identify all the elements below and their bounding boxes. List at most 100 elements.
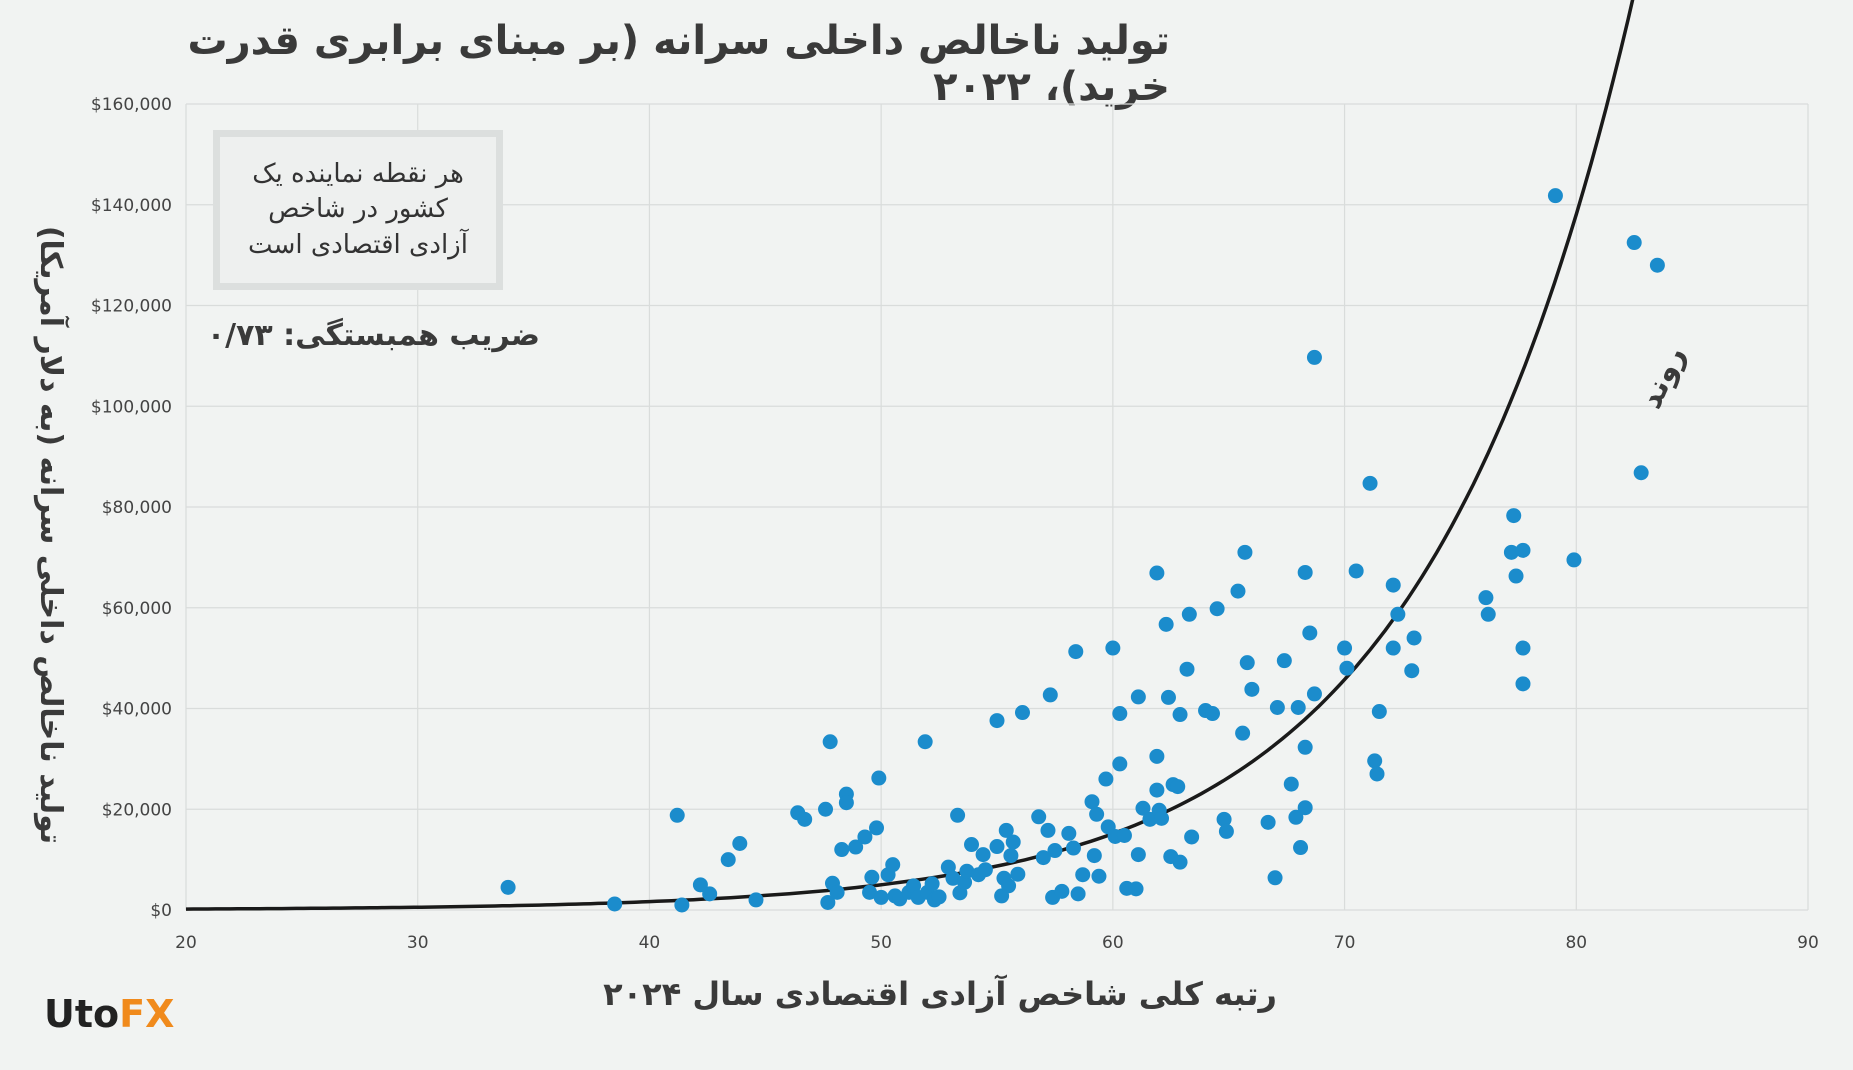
data-point xyxy=(924,876,940,892)
data-point xyxy=(1160,689,1176,705)
data-point xyxy=(1047,843,1063,859)
data-point xyxy=(1075,867,1091,883)
y-tick-label: $160,000 xyxy=(91,95,172,115)
data-point xyxy=(1297,739,1313,755)
data-point xyxy=(917,734,933,750)
data-point xyxy=(702,886,718,902)
data-point xyxy=(1390,606,1406,622)
data-point xyxy=(1515,676,1531,692)
data-point xyxy=(1068,644,1084,660)
data-point xyxy=(885,857,901,873)
y-tick-label: $100,000 xyxy=(91,397,172,417)
data-point xyxy=(977,862,993,878)
data-point xyxy=(1130,847,1146,863)
data-point xyxy=(1480,606,1496,622)
y-tick-label: $20,000 xyxy=(102,800,172,820)
data-point xyxy=(1239,655,1255,671)
correlation-label: ضریب همبستگی: ۰/۷۳ xyxy=(206,318,540,353)
y-tick-label: $0 xyxy=(150,901,172,921)
data-point xyxy=(906,878,922,894)
data-point xyxy=(1035,850,1051,866)
data-point xyxy=(1216,811,1232,827)
data-point xyxy=(1547,188,1563,204)
data-point xyxy=(1086,848,1102,864)
data-point xyxy=(945,870,961,886)
data-point xyxy=(1112,756,1128,772)
data-point xyxy=(820,894,836,910)
data-point xyxy=(1503,544,1519,560)
data-point xyxy=(1142,811,1158,827)
data-point xyxy=(1237,544,1253,560)
data-point xyxy=(1179,661,1195,677)
data-point xyxy=(500,879,516,895)
data-point xyxy=(1230,583,1246,599)
data-point xyxy=(1515,542,1531,558)
data-point xyxy=(1506,508,1522,524)
data-point xyxy=(838,795,854,811)
y-axis-label: تولید ناخالص داخلی سرانه (به دلار آمریکا… xyxy=(33,225,68,845)
data-point xyxy=(1003,848,1019,864)
data-point xyxy=(1061,825,1077,841)
data-point xyxy=(1170,779,1186,795)
data-point xyxy=(720,852,736,868)
data-point xyxy=(822,734,838,750)
data-point xyxy=(818,801,834,817)
data-point xyxy=(1348,563,1364,579)
data-point xyxy=(950,807,966,823)
x-axis-ticks: 20 30 40 50 60 70 80 90 xyxy=(175,933,1819,953)
data-point xyxy=(669,807,685,823)
data-point xyxy=(1042,687,1058,703)
data-point xyxy=(732,836,748,852)
data-point xyxy=(607,896,623,912)
data-point xyxy=(871,770,887,786)
data-point xyxy=(1369,766,1385,782)
data-point xyxy=(1566,552,1582,568)
data-point xyxy=(931,889,947,905)
brand-logo: UtoFX xyxy=(44,992,174,1036)
data-point xyxy=(989,839,1005,855)
data-point xyxy=(1267,870,1283,886)
data-point xyxy=(1128,881,1144,897)
logo-part-1: Uto xyxy=(44,992,120,1036)
x-axis-label: رتبه کلی شاخص آزادی اقتصادی سال ۲۰۲۴ xyxy=(603,975,1277,1013)
data-point xyxy=(1091,868,1107,884)
data-point xyxy=(1337,640,1353,656)
data-point xyxy=(1293,840,1309,856)
data-point xyxy=(829,884,845,900)
data-point xyxy=(989,713,1005,729)
data-point xyxy=(1235,725,1251,741)
data-point xyxy=(1031,809,1047,825)
data-point xyxy=(864,869,880,885)
trend-line xyxy=(185,0,1635,911)
y-tick-label: $40,000 xyxy=(102,700,172,720)
annotation-text: هر نقطه نماینده یک کشور در شاخص آزادی اق… xyxy=(248,159,468,260)
data-point xyxy=(1130,689,1146,705)
data-point xyxy=(1149,782,1165,798)
data-point xyxy=(1112,706,1128,722)
data-point xyxy=(964,837,980,853)
data-point xyxy=(1172,854,1188,870)
data-point xyxy=(1626,235,1642,251)
data-point xyxy=(869,820,885,836)
data-point xyxy=(857,829,873,845)
data-point xyxy=(1515,640,1531,656)
data-point xyxy=(1371,704,1387,720)
data-point xyxy=(674,897,690,913)
y-axis-ticks: $0 $20,000 $40,000 $60,000 $80,000 $100,000 $1… xyxy=(91,95,172,921)
data-point xyxy=(1209,601,1225,617)
data-point xyxy=(1649,257,1665,273)
data-point xyxy=(1116,827,1132,843)
y-tick-label: $140,000 xyxy=(91,196,172,216)
data-point xyxy=(975,847,991,863)
data-point xyxy=(1149,748,1165,764)
x-tick-label: 70 xyxy=(1334,933,1356,953)
x-tick-label: 40 xyxy=(639,933,661,953)
data-point xyxy=(848,839,864,855)
data-point xyxy=(862,884,878,900)
data-point xyxy=(1269,699,1285,715)
x-tick-label: 50 xyxy=(870,933,892,953)
data-point xyxy=(1367,753,1383,769)
data-point xyxy=(1218,823,1234,839)
data-point xyxy=(1362,475,1378,491)
